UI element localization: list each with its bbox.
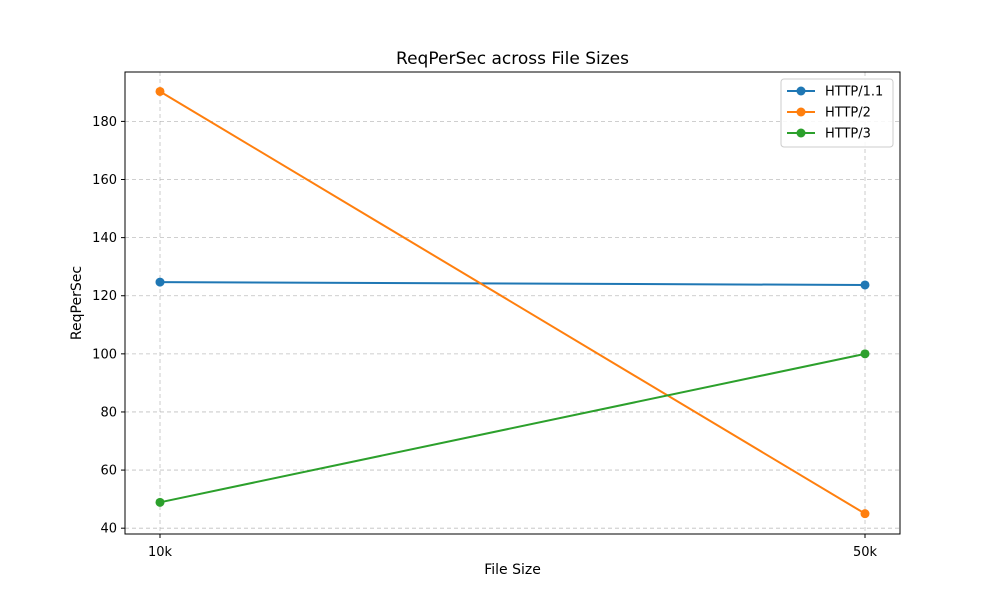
y-tick-label: 120 (92, 289, 117, 304)
chart-title: ReqPerSec across File Sizes (396, 49, 629, 69)
data-point (860, 280, 870, 290)
y-tick-label: 180 (92, 115, 117, 130)
y-tick-label: 80 (100, 405, 117, 420)
data-point (155, 497, 165, 507)
data-point (860, 509, 870, 519)
axis-ticks: 40 60 80 100 120 140 160 180 10k 50k (92, 115, 877, 560)
data-point (860, 349, 870, 359)
legend-swatch-marker (796, 107, 806, 117)
series-line (159, 90, 866, 515)
data-point (155, 277, 165, 287)
legend-label: HTTP/1.1 (825, 85, 883, 100)
series-http-2 (155, 86, 870, 519)
y-tick-label: 140 (92, 231, 117, 246)
x-tick-label: 50k (853, 545, 878, 560)
y-tick-label: 100 (92, 347, 117, 362)
legend-label: HTTP/3 (825, 127, 871, 142)
legend: HTTP/1.1 HTTP/2 HTTP/3 (780, 78, 894, 148)
y-tick-label: 60 (100, 464, 117, 479)
y-tick-label: 160 (92, 173, 117, 188)
y-axis-label: ReqPerSec (69, 266, 85, 340)
legend-item: HTTP/1.1 (787, 85, 883, 100)
legend-label: HTTP/2 (825, 106, 871, 121)
plot-frame (124, 71, 901, 535)
legend-box (780, 78, 894, 148)
series-line (159, 352, 866, 504)
legend-swatch-marker (796, 128, 806, 138)
x-tick-label: 10k (148, 545, 173, 560)
x-axis-label: File Size (484, 562, 541, 578)
y-tick-label: 40 (100, 522, 117, 537)
series-line (159, 281, 866, 286)
legend-item: HTTP/2 (787, 106, 871, 121)
series-layer (155, 86, 870, 519)
legend-item: HTTP/3 (787, 127, 871, 142)
series-http-1-1 (155, 277, 870, 290)
series-http-3 (155, 349, 870, 507)
data-point (155, 86, 165, 96)
grid (125, 72, 900, 534)
legend-swatch-marker (796, 86, 806, 96)
